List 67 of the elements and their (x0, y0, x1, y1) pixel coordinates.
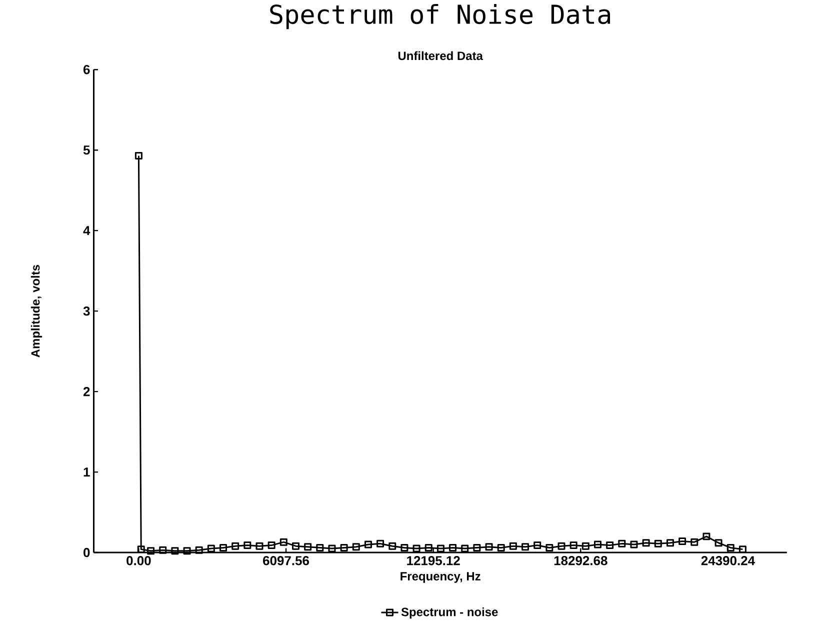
point (678, 537, 686, 545)
point (232, 542, 240, 550)
point (134, 152, 142, 160)
point (473, 544, 481, 552)
point (630, 540, 638, 548)
point (558, 542, 566, 550)
point (376, 540, 384, 548)
point (642, 538, 650, 546)
point (412, 544, 420, 552)
point (268, 541, 276, 549)
point (594, 540, 602, 548)
point (292, 542, 300, 550)
x-tick-label: 24390.24 (701, 556, 755, 566)
x-tick-label: 6097.56 (263, 556, 309, 566)
legend-label: Spectrum - noise (401, 607, 498, 618)
point (400, 544, 408, 552)
point (582, 542, 590, 550)
point (388, 542, 396, 550)
point (497, 544, 505, 552)
point (606, 541, 614, 549)
point (714, 538, 722, 546)
point (618, 540, 626, 548)
point (316, 544, 324, 552)
point (256, 542, 264, 550)
y-tick-label: 2 (83, 386, 90, 396)
point (534, 541, 542, 549)
point (738, 545, 746, 553)
point (220, 544, 227, 552)
point (546, 544, 554, 552)
point (280, 538, 288, 546)
y-tick-label: 4 (83, 226, 90, 235)
point (352, 542, 360, 550)
point (461, 544, 469, 552)
point (304, 542, 312, 550)
point (159, 546, 167, 554)
point (702, 532, 710, 540)
point (207, 544, 215, 552)
point (570, 541, 578, 549)
y-tick-label: 5 (83, 145, 90, 154)
point (328, 544, 336, 552)
point (183, 546, 191, 554)
x-tick-label: 18292.68 (554, 556, 608, 566)
y-axis-title: Amplitude, volts (30, 264, 42, 358)
point (424, 544, 432, 552)
point (147, 546, 155, 554)
x-tick-label: 12195.12 (407, 556, 460, 566)
point (485, 542, 493, 550)
chart-subtitle: Unfiltered Data (398, 51, 483, 60)
y-tick-label: 6 (83, 64, 90, 74)
x-axis-title: Frequency, Hz (400, 572, 480, 583)
point (449, 544, 457, 552)
point (195, 546, 203, 554)
y-tick-label: 0 (84, 548, 90, 557)
point (364, 540, 372, 548)
x-tick-label: 0.00 (126, 556, 151, 566)
point (690, 538, 698, 546)
point (244, 541, 252, 549)
point (171, 546, 179, 554)
point (436, 544, 444, 552)
point (666, 538, 674, 546)
chart-title: Spectrum of Noise Data (270, 4, 610, 29)
y-tick-label: 3 (83, 306, 90, 316)
point (654, 540, 662, 548)
point (509, 542, 517, 550)
point (340, 544, 348, 552)
y-tick-label: 1 (84, 467, 90, 476)
point (522, 542, 529, 550)
